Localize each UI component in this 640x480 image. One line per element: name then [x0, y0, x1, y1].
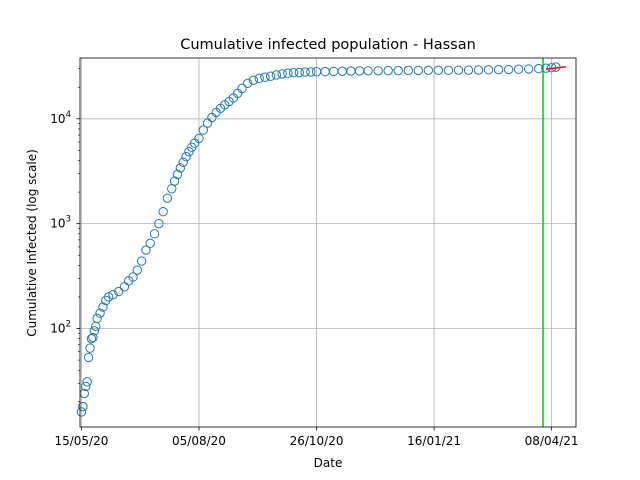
- data-point: [433, 65, 444, 76]
- data-point: [83, 352, 94, 363]
- x-tick-label: 08/04/21: [525, 434, 579, 448]
- data-point: [271, 70, 282, 80]
- data-point: [114, 286, 124, 297]
- x-tick-label: 16/01/21: [407, 434, 461, 448]
- plot-frame: [79, 57, 577, 428]
- data-point: [337, 66, 348, 76]
- y-tick-label: 104: [50, 110, 71, 126]
- data-point: [254, 73, 264, 84]
- x-axis-ticks: 15/05/20 05/08/20 26/10/20 16/01/21 08/04/21: [54, 427, 579, 448]
- data-point: [288, 68, 299, 78]
- data-point: [423, 65, 434, 76]
- data-point: [136, 256, 147, 266]
- data-point: [534, 63, 544, 74]
- data-point: [132, 265, 143, 275]
- data-point: [88, 332, 98, 343]
- data-point: [277, 69, 287, 79]
- data-point: [383, 65, 393, 76]
- x-tick-label: 15/05/20: [54, 434, 108, 448]
- data-point: [503, 64, 514, 75]
- y-axis-ticks: 102 103 104: [50, 68, 80, 403]
- data-point: [473, 65, 484, 75]
- data-point: [329, 66, 339, 77]
- data-point: [167, 184, 177, 194]
- data-point: [202, 118, 213, 128]
- data-point: [85, 343, 95, 353]
- data-point: [320, 66, 330, 77]
- data-point: [463, 65, 474, 75]
- data-point: [82, 377, 92, 387]
- data-point: [207, 112, 217, 123]
- x-tick-label: 26/10/20: [290, 434, 344, 448]
- data-point: [260, 72, 270, 82]
- data-point: [237, 83, 247, 94]
- data-point: [95, 308, 105, 318]
- data-point: [128, 272, 138, 282]
- data-point: [194, 133, 204, 144]
- data-point: [181, 152, 191, 162]
- data-point: [145, 238, 155, 248]
- data-point: [265, 71, 276, 81]
- data-point: [513, 64, 524, 74]
- data-point: [76, 407, 87, 417]
- data-point: [119, 282, 130, 292]
- data-point: [89, 326, 100, 336]
- data-point: [283, 68, 293, 78]
- data-point: [453, 65, 464, 75]
- data-point: [172, 169, 183, 180]
- data-point: [149, 229, 160, 239]
- y-axis-label: Cumulative Infected (log scale): [25, 149, 39, 337]
- x-axis-label: Date: [314, 456, 343, 470]
- data-point: [169, 176, 180, 186]
- chart-title: Cumulative infected population - Hassan: [180, 37, 476, 53]
- data-point: [108, 290, 118, 300]
- data-point: [162, 193, 173, 203]
- data-point: [154, 218, 164, 229]
- data-point: [141, 245, 151, 255]
- data-point: [354, 66, 365, 76]
- data-point: [101, 295, 111, 306]
- data-point: [98, 302, 108, 312]
- y-tick-label: 102: [50, 320, 71, 336]
- data-point: [306, 67, 316, 77]
- data-point: [91, 321, 101, 331]
- data-point: [103, 292, 114, 302]
- x-tick-label: 05/08/20: [172, 434, 226, 448]
- data-point: [403, 65, 413, 76]
- y-tick-label: 103: [50, 215, 71, 231]
- fit-line: [545, 66, 567, 70]
- data-point: [294, 67, 305, 78]
- data-point: [363, 66, 373, 76]
- data-point: [393, 65, 403, 76]
- data-point: [413, 65, 424, 76]
- data-point: [483, 65, 494, 75]
- data-point: [493, 64, 504, 75]
- data-point: [158, 207, 168, 217]
- data-point: [81, 381, 91, 392]
- plot-area: [76, 58, 567, 427]
- data-point: [178, 157, 188, 167]
- data-point: [248, 75, 259, 85]
- data-point: [373, 66, 383, 76]
- data-point: [443, 65, 454, 76]
- data-point: [175, 163, 186, 173]
- data-point: [198, 125, 208, 135]
- data-point: [78, 401, 88, 412]
- data-point: [523, 64, 534, 74]
- data-point: [300, 67, 310, 77]
- data-point: [243, 78, 253, 89]
- data-point: [346, 66, 356, 76]
- data-point: [92, 313, 102, 324]
